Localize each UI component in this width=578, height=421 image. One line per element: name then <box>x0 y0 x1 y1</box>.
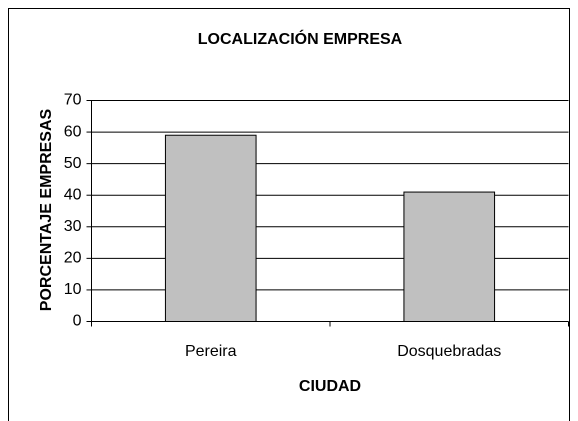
y-tick-label: 50 <box>64 155 82 172</box>
x-axis-label: CIUDAD <box>299 378 361 395</box>
bar <box>403 191 496 322</box>
bar <box>164 134 257 322</box>
x-tick-label: Pereira <box>185 343 237 360</box>
chart-title: LOCALIZACIÓN EMPRESA <box>198 29 403 48</box>
y-tick-label: 60 <box>64 123 82 140</box>
y-tick-label: 0 <box>73 313 82 330</box>
y-tick-label: 70 <box>64 92 82 109</box>
y-tick-label: 30 <box>64 218 82 235</box>
x-tick-label: Dosquebradas <box>397 343 501 360</box>
y-tick-label: 20 <box>64 250 82 267</box>
y-tick-label: 10 <box>64 281 82 298</box>
y-tick-label: 40 <box>64 186 82 203</box>
y-axis-label: PORCENTAJE EMPRESAS <box>38 108 55 311</box>
